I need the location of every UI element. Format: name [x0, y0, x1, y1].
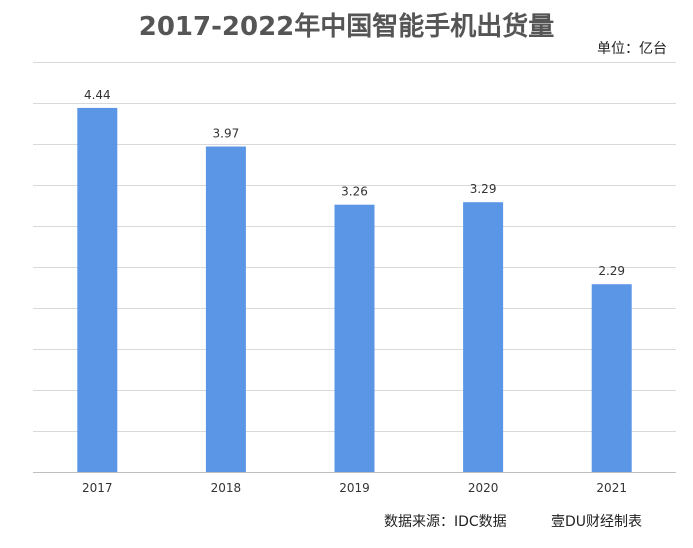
brand-credit: 壹DU财经制表	[551, 514, 643, 530]
value-label-2019: 3.26	[341, 185, 368, 199]
x-axis-ticks: 2017 2018 2019 2020 2021	[82, 481, 627, 495]
data-source-note: 数据来源：IDC数据	[384, 514, 507, 530]
x-tick-2020: 2020	[468, 481, 499, 495]
x-tick-2018: 2018	[211, 481, 242, 495]
bar-2020	[463, 202, 504, 472]
value-label-2020: 3.29	[470, 182, 497, 196]
bar-2017	[77, 107, 118, 473]
x-tick-2019: 2019	[339, 481, 370, 495]
bars	[77, 107, 632, 473]
x-tick-2017: 2017	[82, 481, 113, 495]
value-label-2021: 2.29	[598, 264, 625, 278]
x-tick-2021: 2021	[596, 481, 627, 495]
value-label-2018: 3.97	[213, 127, 240, 141]
bar-2019	[334, 204, 375, 472]
chart-title: 2017-2022年中国智能手机出货量	[138, 12, 555, 42]
value-label-2017: 4.44	[84, 88, 111, 102]
bar-2021	[591, 284, 632, 472]
unit-label: 单位：亿台	[597, 41, 667, 57]
value-labels: 4.44 3.97 3.26 3.29 2.29	[84, 88, 625, 278]
bar-2018	[205, 146, 246, 472]
